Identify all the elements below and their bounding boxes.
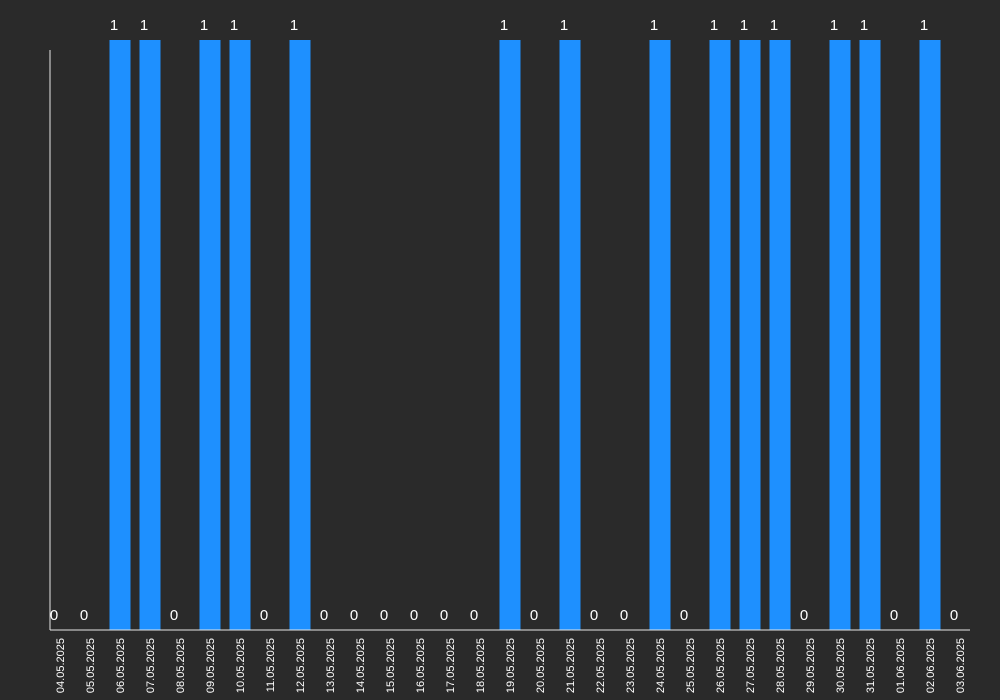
value-label-19.05.2025: 1 — [500, 17, 508, 34]
value-label-14.05.2025: 0 — [350, 607, 358, 624]
x-tick-label-15.05.2025: 15.05.2025 — [385, 638, 397, 693]
x-tick-label-20.05.2025: 20.05.2025 — [535, 638, 547, 693]
value-label-17.05.2025: 0 — [440, 607, 448, 624]
value-label-13.05.2025: 0 — [320, 607, 328, 624]
x-tick-label-19.05.2025: 19.05.2025 — [505, 638, 517, 693]
bar-31.05.2025 — [859, 40, 881, 630]
bar-10.05.2025 — [229, 40, 251, 630]
bar-30.05.2025 — [829, 40, 851, 630]
bar-07.05.2025 — [139, 40, 161, 630]
value-label-16.05.2025: 0 — [410, 607, 418, 624]
x-tick-label-13.05.2025: 13.05.2025 — [325, 638, 337, 693]
value-label-11.05.2025: 0 — [260, 607, 268, 624]
bar-19.05.2025 — [499, 40, 521, 630]
x-tick-label-14.05.2025: 14.05.2025 — [355, 638, 367, 693]
x-tick-label-31.05.2025: 31.05.2025 — [865, 638, 877, 693]
x-tick-label-27.05.2025: 27.05.2025 — [745, 638, 757, 693]
x-tick-label-30.05.2025: 30.05.2025 — [835, 638, 847, 693]
x-tick-label-03.06.2025: 03.06.2025 — [955, 638, 967, 693]
x-tick-label-09.05.2025: 09.05.2025 — [205, 638, 217, 693]
x-tick-label-21.05.2025: 21.05.2025 — [565, 638, 577, 693]
x-tick-label-10.05.2025: 10.05.2025 — [235, 638, 247, 693]
value-label-01.06.2025: 0 — [890, 607, 898, 624]
axis-layer — [49, 50, 970, 631]
x-tick-label-18.05.2025: 18.05.2025 — [475, 638, 487, 693]
x-tick-label-28.05.2025: 28.05.2025 — [775, 638, 787, 693]
value-label-21.05.2025: 1 — [560, 17, 568, 34]
bar-24.05.2025 — [649, 40, 671, 630]
bar-06.05.2025 — [109, 40, 131, 630]
value-label-22.05.2025: 0 — [590, 607, 598, 624]
bar-28.05.2025 — [769, 40, 791, 630]
bar-27.05.2025 — [739, 40, 761, 630]
x-tick-label-01.06.2025: 01.06.2025 — [895, 638, 907, 693]
value-label-15.05.2025: 0 — [380, 607, 388, 624]
value-label-10.05.2025: 1 — [230, 17, 238, 34]
value-label-31.05.2025: 1 — [860, 17, 868, 34]
bar-02.06.2025 — [919, 40, 941, 630]
bars-layer — [109, 40, 941, 630]
value-label-18.05.2025: 0 — [470, 607, 478, 624]
value-label-27.05.2025: 1 — [740, 17, 748, 34]
value-label-12.05.2025: 1 — [290, 17, 298, 34]
x-tick-label-04.05.2025: 04.05.2025 — [55, 638, 67, 693]
value-label-30.05.2025: 1 — [830, 17, 838, 34]
x-tick-label-06.05.2025: 06.05.2025 — [115, 638, 127, 693]
x-tick-label-24.05.2025: 24.05.2025 — [655, 638, 667, 693]
x-tick-label-22.05.2025: 22.05.2025 — [595, 638, 607, 693]
x-tick-label-12.05.2025: 12.05.2025 — [295, 638, 307, 693]
value-label-08.05.2025: 0 — [170, 607, 178, 624]
bar-09.05.2025 — [199, 40, 221, 630]
x-tick-label-29.05.2025: 29.05.2025 — [805, 638, 817, 693]
value-label-06.05.2025: 1 — [110, 17, 118, 34]
value-label-20.05.2025: 0 — [530, 607, 538, 624]
bar-26.05.2025 — [709, 40, 731, 630]
x-tick-label-07.05.2025: 07.05.2025 — [145, 638, 157, 693]
bar-21.05.2025 — [559, 40, 581, 630]
x-tick-label-08.05.2025: 08.05.2025 — [175, 638, 187, 693]
value-label-04.05.2025: 0 — [50, 607, 58, 624]
value-label-23.05.2025: 0 — [620, 607, 628, 624]
x-tick-labels: 04.05.2025 05.05.2025 06.05.2025 07.05.2025… — [55, 638, 967, 693]
bar-12.05.2025 — [289, 40, 311, 630]
value-label-26.05.2025: 1 — [710, 17, 718, 34]
value-label-09.05.2025: 1 — [200, 17, 208, 34]
value-labels-layer: 0 0 1 1 0 1 1 0 1 0 0 0 0 0 0 1 0 1 0 0 1 0 1 1 1 0 1 1 0 1 0 — [50, 17, 958, 624]
value-label-02.06.2025: 1 — [920, 17, 928, 34]
value-label-05.05.2025: 0 — [80, 607, 88, 624]
x-tick-label-23.05.2025: 23.05.2025 — [625, 638, 637, 693]
value-label-03.06.2025: 0 — [950, 607, 958, 624]
value-label-29.05.2025: 0 — [800, 607, 808, 624]
value-label-28.05.2025: 1 — [770, 17, 778, 34]
value-label-25.05.2025: 0 — [680, 607, 688, 624]
x-tick-label-16.05.2025: 16.05.2025 — [415, 638, 427, 693]
value-label-07.05.2025: 1 — [140, 17, 148, 34]
x-tick-label-11.05.2025: 11.05.2025 — [265, 638, 277, 692]
x-tick-label-25.05.2025: 25.05.2025 — [685, 638, 697, 693]
x-tick-label-02.06.2025: 02.06.2025 — [925, 638, 937, 693]
value-label-24.05.2025: 1 — [650, 17, 658, 34]
x-tick-label-17.05.2025: 17.05.2025 — [445, 638, 457, 693]
x-tick-label-05.05.2025: 05.05.2025 — [85, 638, 97, 693]
x-tick-label-26.05.2025: 26.05.2025 — [715, 638, 727, 693]
